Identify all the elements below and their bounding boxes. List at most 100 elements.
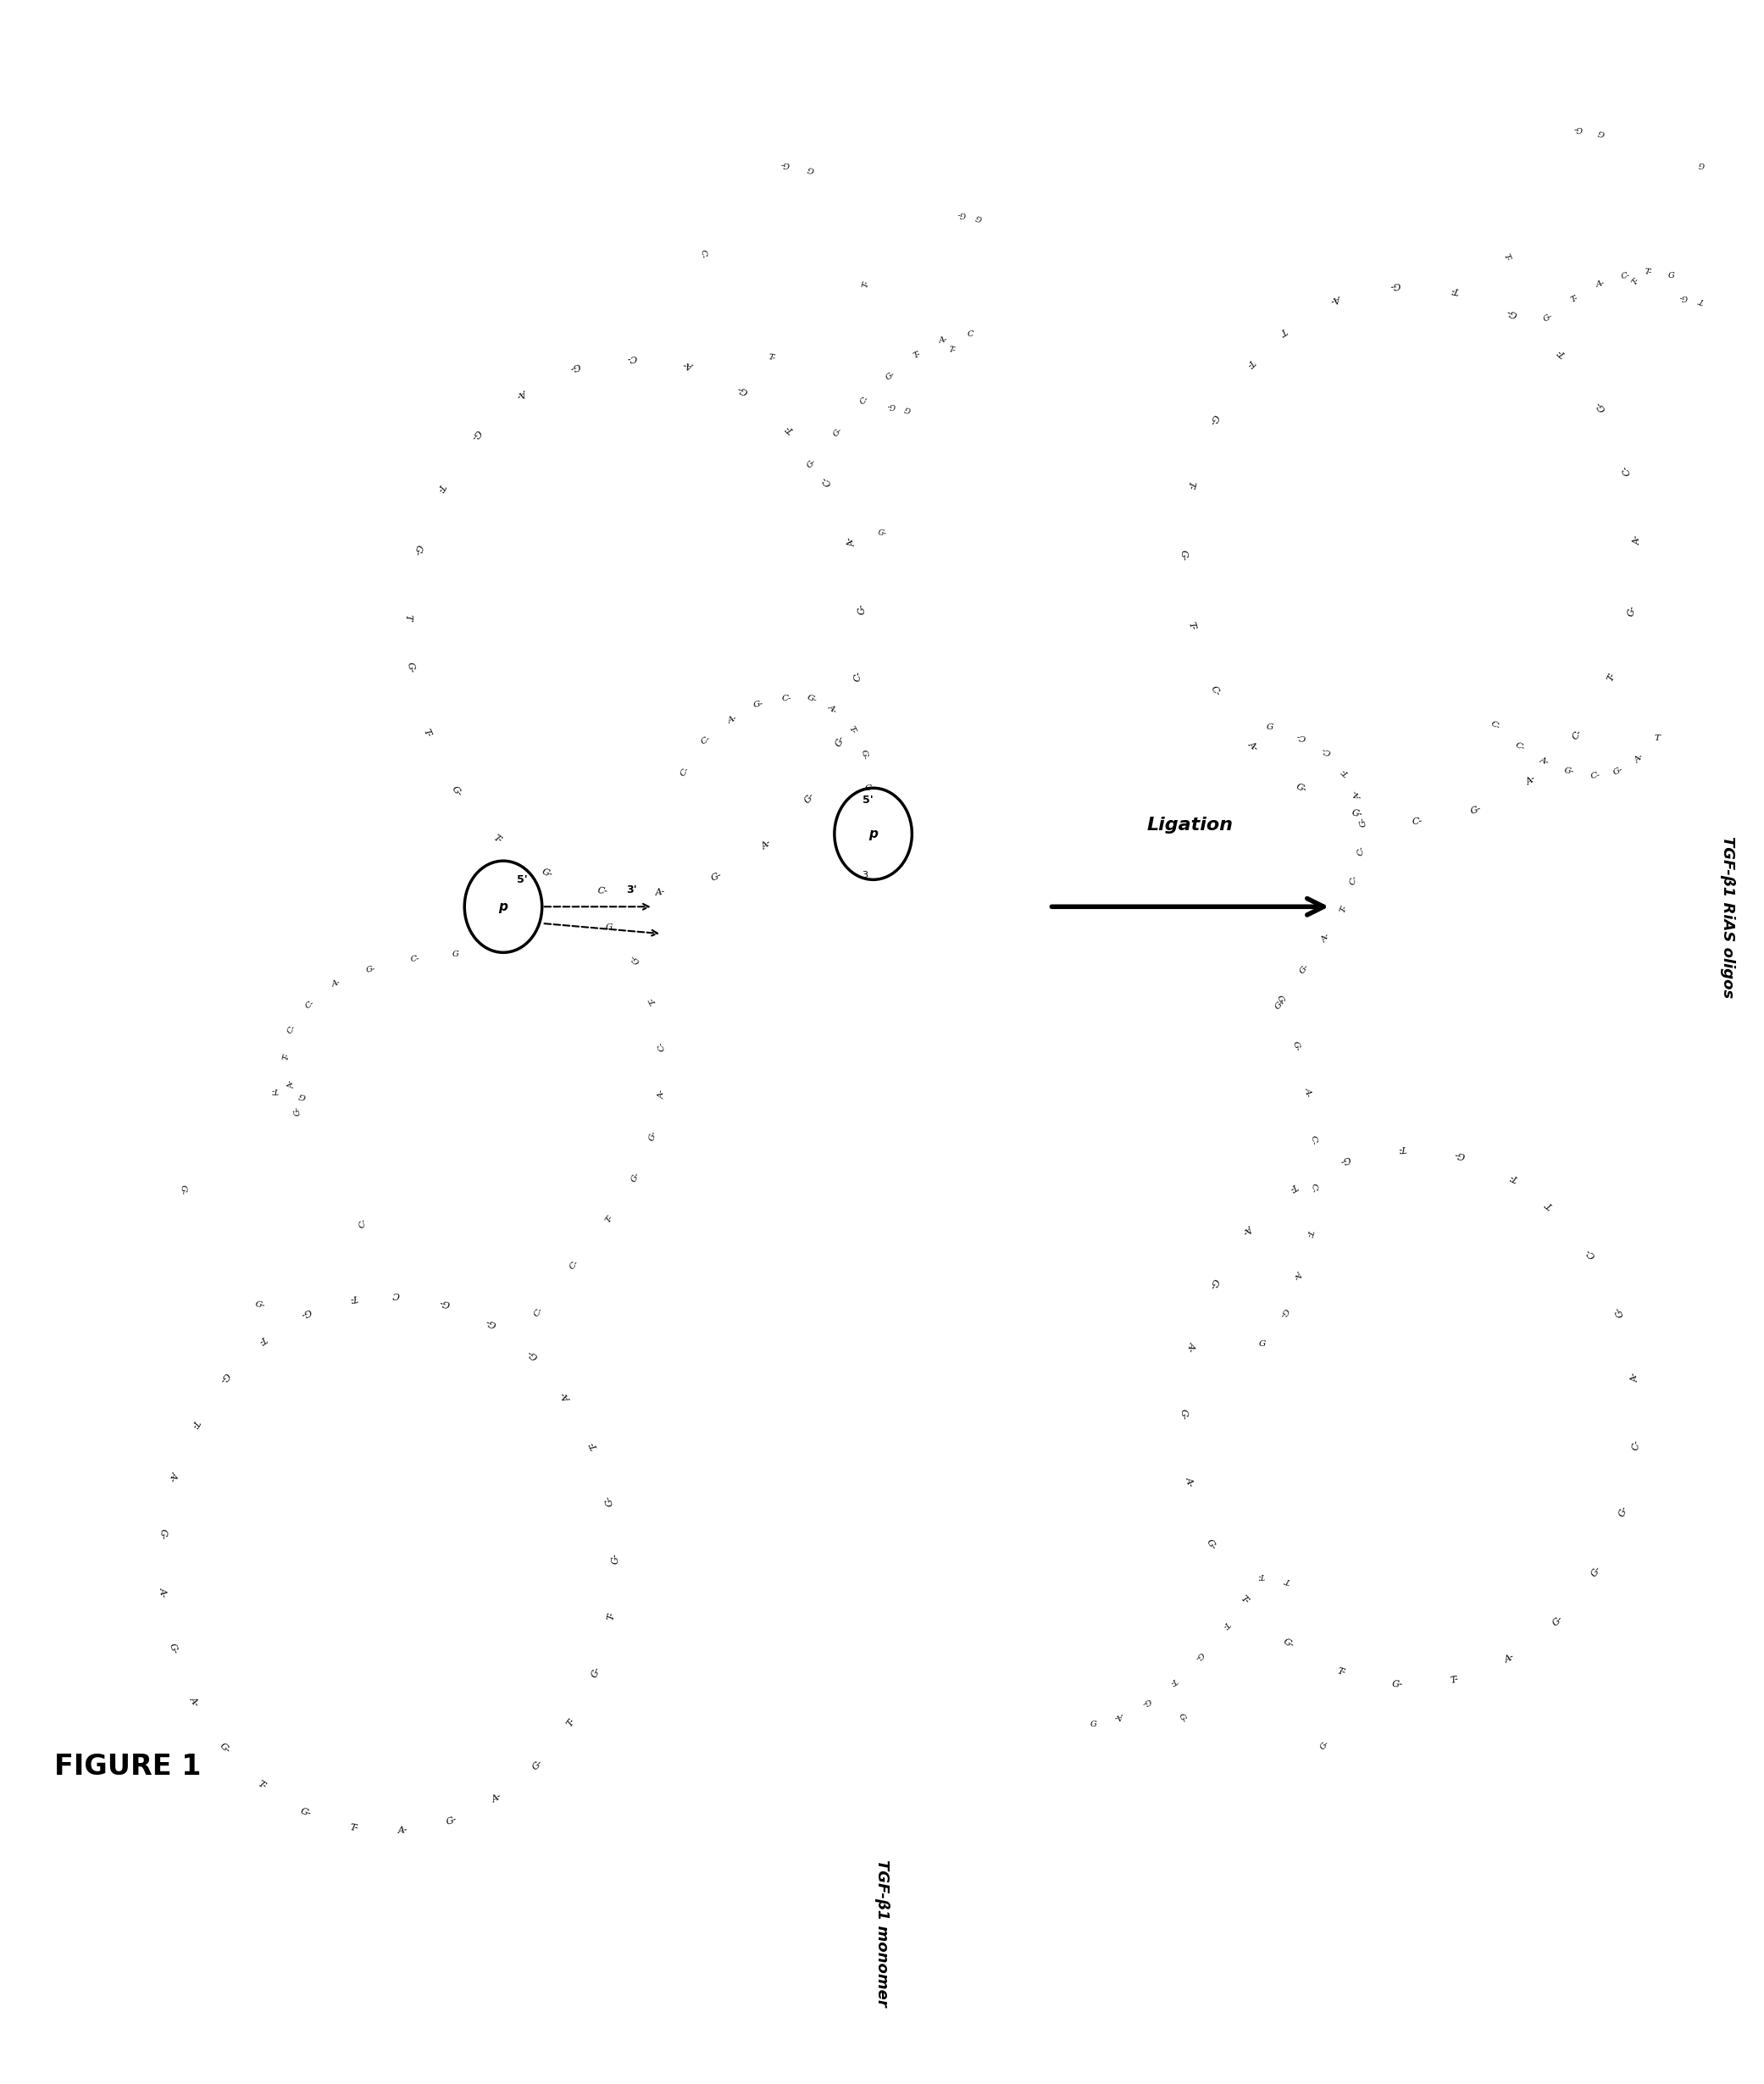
Text: G-: G- [630, 952, 642, 965]
Text: T-: T- [587, 1440, 598, 1450]
Text: Ligation: Ligation [1147, 817, 1233, 834]
Text: T-: T- [256, 1334, 268, 1346]
Text: G: G [1267, 723, 1274, 731]
Text: G-: G- [886, 371, 896, 381]
Text: C-: C- [626, 352, 637, 361]
Text: A-: A- [1633, 752, 1646, 765]
Text: A-: A- [189, 1694, 201, 1709]
Text: A-: A- [1115, 1711, 1125, 1721]
Text: C-: C- [411, 954, 420, 963]
Text: C-: C- [1357, 846, 1365, 857]
Text: G-: G- [1140, 1696, 1152, 1707]
Text: A-: A- [288, 1080, 296, 1088]
Text: 3': 3' [626, 884, 637, 896]
Text: G-: G- [1274, 998, 1286, 1011]
Text: G-: G- [1551, 1615, 1565, 1628]
Text: A-: A- [654, 888, 665, 898]
Text: G-: G- [877, 529, 887, 538]
Text: C-: C- [820, 473, 833, 488]
Text: T-: T- [1185, 479, 1196, 490]
Text: G-: G- [806, 694, 818, 704]
Text: G-: G- [834, 734, 847, 748]
Text: C-: C- [286, 1023, 298, 1036]
Text: A-: A- [760, 838, 774, 850]
Text: T: T [1699, 296, 1706, 304]
Text: A-: A- [1319, 932, 1332, 944]
Text: T-: T- [1221, 1619, 1231, 1630]
Text: C-: C- [859, 396, 870, 406]
Text: G-: G- [1298, 963, 1311, 975]
Text: C-: C- [1411, 817, 1422, 825]
Text: A-: A- [727, 715, 737, 725]
Text: G-: G- [1390, 279, 1401, 290]
Text: C-: C- [1514, 740, 1526, 752]
Text: C-: C- [596, 886, 609, 896]
Text: G-: G- [591, 1665, 602, 1678]
Text: G-: G- [178, 1184, 187, 1194]
Text: A-: A- [397, 1826, 407, 1834]
Text: A-: A- [561, 1390, 573, 1403]
Text: G-: G- [1542, 313, 1554, 323]
Text: T-: T- [349, 1824, 358, 1832]
Text: A-: A- [683, 358, 695, 371]
Text: A-: A- [168, 1471, 178, 1482]
Text: A-: A- [845, 536, 857, 548]
Text: T-: T- [189, 1417, 199, 1430]
Text: A-: A- [330, 979, 340, 988]
Text: T: T [1284, 1576, 1291, 1584]
Text: C: C [967, 331, 974, 338]
Text: A-: A- [938, 336, 949, 346]
Text: G-: G- [780, 160, 790, 167]
Text: G-: G- [293, 1105, 302, 1117]
Text: G-: G- [1679, 294, 1688, 300]
Text: G-: G- [1454, 1148, 1466, 1161]
Text: G-: G- [605, 1494, 616, 1507]
Text: T-: T- [767, 354, 776, 363]
Text: G-: G- [1618, 1505, 1630, 1517]
Text: T-: T- [1258, 1571, 1265, 1580]
Text: G-: G- [526, 1348, 540, 1361]
Text: T-: T- [1644, 267, 1653, 275]
Text: T-: T- [1630, 275, 1641, 286]
Text: T-: T- [282, 1052, 291, 1061]
Text: G-: G- [1207, 1277, 1219, 1290]
Text: T-: T- [1503, 252, 1512, 263]
Text: G: G [975, 213, 983, 221]
Text: G-: G- [1358, 815, 1367, 827]
Text: C-: C- [1589, 771, 1602, 779]
Text: T-: T- [603, 1213, 614, 1223]
Text: G-: G- [709, 871, 723, 882]
Text: G-: G- [568, 361, 580, 373]
Text: G-: G- [1505, 306, 1519, 319]
Text: C-: C- [1621, 465, 1632, 477]
Text: T-: T- [1450, 1676, 1459, 1686]
Text: G: G [1598, 127, 1605, 138]
Text: T-: T- [783, 423, 796, 433]
Text: G-: G- [736, 383, 750, 396]
Text: G-: G- [168, 1642, 180, 1655]
Text: G: G [1699, 160, 1704, 167]
Text: A-: A- [159, 1586, 168, 1596]
Text: G-: G- [1392, 1680, 1402, 1690]
Text: A-: A- [1524, 775, 1538, 788]
Text: G-: G- [612, 1553, 621, 1563]
Text: G-: G- [1207, 413, 1219, 425]
Text: T-: T- [256, 1780, 268, 1792]
Text: C-: C- [1349, 873, 1358, 886]
Text: T-: T- [847, 725, 857, 736]
Text: G-: G- [365, 965, 376, 973]
Text: C-: C- [1297, 731, 1307, 740]
Text: A-: A- [827, 702, 838, 715]
Text: G-: G- [411, 544, 423, 556]
Text: T: T [1655, 734, 1660, 742]
Text: C-: C- [699, 248, 707, 258]
Text: G: G [1259, 1340, 1267, 1348]
Text: A-: A- [1633, 536, 1642, 546]
Text: G-: G- [647, 1130, 658, 1142]
Text: T-: T- [349, 1292, 358, 1302]
Text: A-: A- [1538, 756, 1551, 767]
Text: TGF-β1 monomer: TGF-β1 monomer [875, 1859, 889, 2007]
Text: G-: G- [439, 1296, 452, 1307]
Text: G-: G- [806, 456, 817, 469]
Text: G-: G- [1612, 765, 1625, 777]
